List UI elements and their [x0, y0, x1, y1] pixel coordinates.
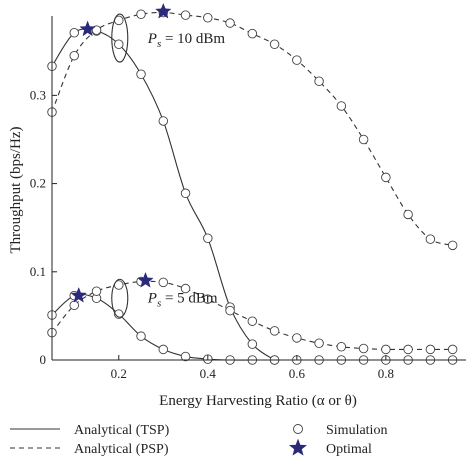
simulation-point-2-6 — [180, 351, 191, 362]
simulation-point-1-18 — [447, 240, 458, 251]
simulation-point-3-2 — [91, 286, 102, 296]
series-line-0 — [51, 28, 275, 361]
y-tick-label-3: 0.3 — [30, 87, 46, 102]
simulation-point-3-5 — [158, 277, 169, 288]
simulation-point-1-10 — [269, 39, 280, 49]
simulation-point-3-13 — [336, 342, 347, 352]
x-tick-label-0: 0.2 — [111, 366, 127, 381]
annotation-label-1: Ps = 5 dBm — [147, 290, 218, 309]
x-axis-title: Energy Harvesting Ratio (α or θ) — [159, 393, 357, 409]
legend-swatch-2 — [293, 424, 303, 434]
simulation-point-0-3 — [114, 39, 124, 49]
axes: 0.2 0.4 0.6 0.8 0 0.1 0.2 0.3 — [30, 16, 466, 381]
y-tick-label-0: 0 — [40, 352, 47, 367]
simulation-point-1-16 — [403, 209, 413, 220]
optimal-star-3 — [137, 271, 154, 288]
simulation-point-1-6 — [180, 10, 191, 20]
simulation-point-0-5 — [158, 116, 169, 126]
simulation-point-2-5 — [158, 344, 169, 355]
annotations: Ps = 10 dBm Ps = 5 dBm — [111, 13, 226, 318]
x-tick-label-1: 0.4 — [200, 366, 217, 381]
simulation-point-0-4 — [136, 69, 146, 79]
simulation-point-3-1 — [69, 300, 80, 311]
simulation-point-3-10 — [269, 326, 280, 336]
legend-label-2: Simulation — [326, 423, 387, 438]
simulation-point-0-6 — [180, 188, 191, 199]
simulation-point-1-12 — [314, 76, 324, 87]
simulation-point-1-15 — [381, 172, 391, 183]
simulation-point-0-7 — [203, 233, 213, 244]
simulation-point-3-7 — [203, 294, 213, 304]
x-tick-label-3: 0.8 — [378, 366, 394, 381]
plot-area — [47, 2, 458, 365]
annotation-label-0: Ps = 10 dBm — [147, 31, 226, 50]
simulation-point-1-9 — [247, 28, 258, 39]
legend-label-1: Analytical (PSP) — [74, 442, 169, 457]
annotation-ellipse-1 — [111, 278, 129, 318]
simulation-point-3-14 — [358, 343, 369, 354]
optimal-star-1 — [155, 2, 172, 19]
x-tick-label-2: 0.6 — [289, 366, 306, 381]
simulation-point-1-7 — [203, 13, 213, 23]
simulation-point-1-14 — [358, 134, 369, 145]
legend: Analytical (TSP) Analytical (PSP) Simulati… — [10, 423, 387, 457]
simulation-point-1-4 — [136, 9, 146, 19]
simulation-point-1-11 — [292, 55, 302, 65]
simulation-point-3-18 — [447, 344, 458, 355]
simulation-point-3-17 — [425, 344, 436, 355]
simulation-point-3-11 — [292, 333, 302, 343]
simulation-point-3-15 — [381, 344, 391, 355]
simulation-point-3-6 — [180, 283, 191, 294]
annotation-ellipse-0 — [111, 13, 129, 63]
optimal-star-0 — [79, 20, 96, 37]
simulation-point-1-1 — [69, 50, 80, 61]
simulation-point-1-17 — [425, 234, 436, 244]
legend-swatch-3 — [289, 438, 307, 456]
y-tick-label-1: 0.1 — [30, 264, 46, 279]
simulation-point-1-8 — [225, 18, 235, 28]
simulation-point-0-1 — [69, 28, 80, 38]
simulation-point-1-2 — [91, 25, 102, 35]
simulation-point-3-16 — [403, 344, 413, 355]
y-axis-title: Throughput (bps/Hz) — [8, 126, 24, 253]
y-tick-label-2: 0.2 — [30, 176, 46, 191]
optimal-star-2 — [70, 286, 87, 303]
simulation-point-1-13 — [336, 101, 347, 111]
simulation-point-2-4 — [136, 331, 146, 341]
simulation-point-3-9 — [247, 316, 258, 326]
legend-label-3: Optimal — [326, 442, 372, 457]
simulation-point-0-9 — [247, 339, 258, 349]
simulation-point-3-12 — [314, 338, 324, 348]
simulation-point-3-8 — [225, 305, 235, 316]
legend-label-0: Analytical (TSP) — [74, 423, 170, 438]
